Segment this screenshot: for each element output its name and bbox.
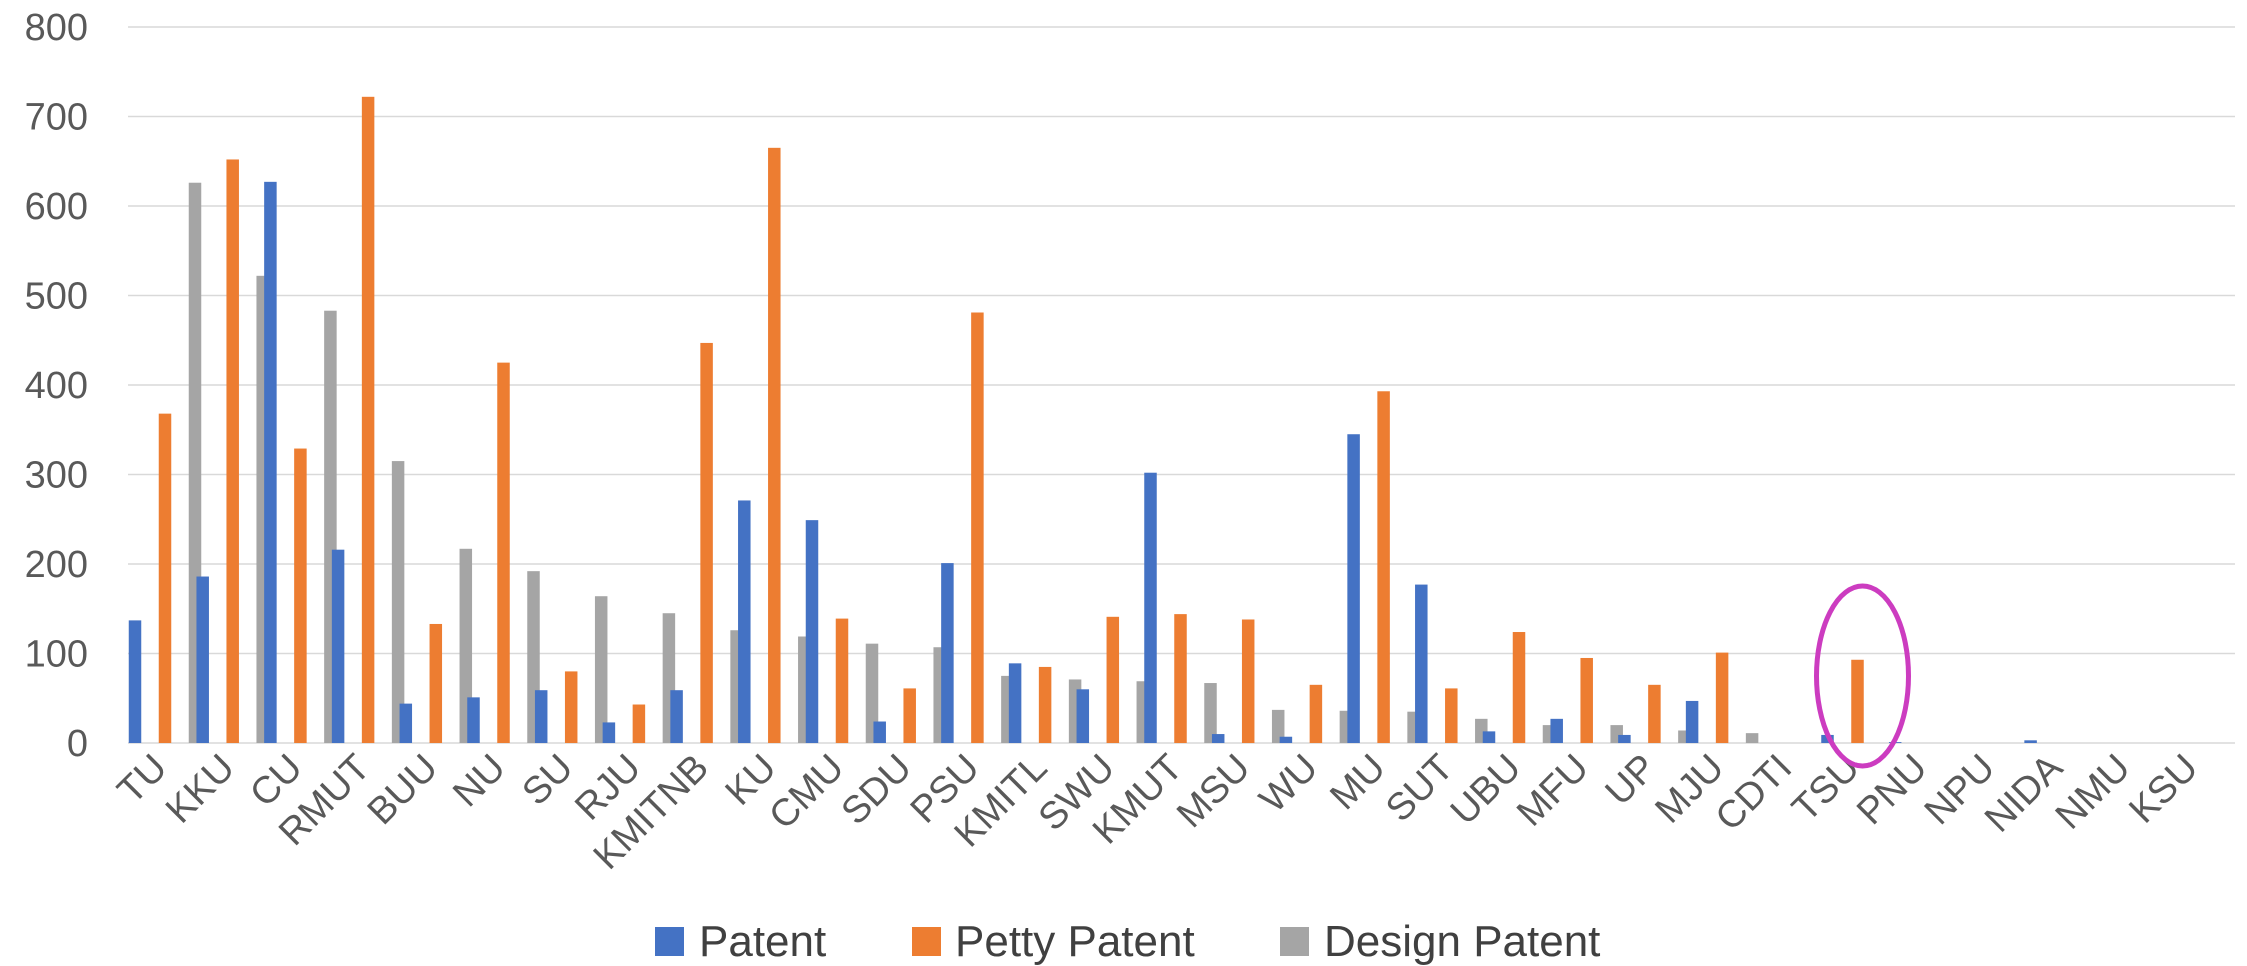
y-tick-label: 400	[25, 365, 88, 407]
y-tick-label: 100	[25, 634, 88, 676]
bar-ubu-petty-patent	[1512, 632, 1526, 743]
bar-su-petty-patent	[564, 671, 578, 743]
bar-cmu-patent	[805, 520, 819, 743]
x-tick-label: NU	[445, 747, 514, 816]
bar-sut-patent	[1415, 584, 1428, 743]
bar-kmitnb-patent	[670, 690, 683, 743]
bar-rmut-petty-patent	[361, 96, 375, 743]
highlight-ellipse	[1814, 583, 1911, 769]
bar-sdu-petty-patent	[903, 688, 916, 743]
legend-label-petty-patent: Petty Patent	[955, 917, 1195, 966]
bar-msu-design-patent	[1271, 709, 1285, 743]
legend-label-patent: Patent	[699, 917, 826, 966]
y-tick-label: 600	[25, 186, 88, 228]
bar-mju-design-patent	[1745, 733, 1759, 743]
bar-ubu-patent	[1482, 731, 1496, 743]
x-tick-label: WU	[1252, 747, 1326, 821]
x-tick-label: NIDA	[1977, 746, 2071, 840]
bar-psu-patent	[941, 563, 954, 743]
x-tick-label: MSU	[1169, 747, 1258, 836]
legend-label-design-patent: Design Patent	[1324, 917, 1600, 966]
bar-su-design-patent	[594, 596, 608, 743]
bar-cu-patent	[264, 181, 277, 743]
x-tick-label: SDU	[834, 747, 920, 833]
bar-kmut-design-patent	[1204, 683, 1217, 743]
x-tick-label: KKU	[158, 747, 243, 832]
bar-buu-design-patent	[459, 548, 473, 743]
legend-swatch-patent	[655, 927, 684, 956]
bar-buu-patent	[399, 703, 413, 743]
y-tick-label: 200	[25, 544, 88, 586]
y-tick-label: 800	[25, 7, 88, 49]
bar-rmut-design-patent	[391, 461, 405, 743]
bar-sdu-patent	[873, 721, 886, 743]
bar-tu-petty-patent	[158, 413, 172, 743]
x-tick-label: PNU	[1849, 747, 1935, 833]
bar-ku-petty-patent	[768, 147, 781, 743]
legend-swatch-petty-patent	[912, 927, 941, 956]
bar-mu-petty-patent	[1377, 391, 1390, 743]
bar-swu-petty-patent	[1106, 616, 1120, 743]
bar-cu-petty-patent	[294, 448, 307, 743]
y-tick-label: 500	[25, 276, 88, 318]
x-tick-label: CDTI	[1708, 747, 1800, 839]
bar-kku-patent	[196, 576, 209, 743]
bar-kmitl-patent	[1008, 663, 1022, 743]
bar-tu-patent	[128, 620, 142, 743]
bar-rju-patent	[602, 722, 616, 743]
annotations	[1814, 583, 1911, 769]
bar-msu-petty-patent	[1241, 619, 1255, 743]
bar-nu-petty-patent	[497, 362, 510, 743]
bar-wu-petty-patent	[1309, 684, 1323, 743]
bar-up-patent	[1618, 734, 1631, 743]
bar-rmut-patent	[331, 549, 345, 743]
bar-kmut-patent	[1144, 472, 1157, 743]
bar-kku-petty-patent	[226, 159, 239, 743]
bar-cmu-design-patent	[865, 643, 879, 743]
x-tick-label: KSU	[2121, 747, 2206, 832]
y-axis-ticks: 0 100 200 300 400 500 600 700 800	[25, 7, 88, 765]
legend-swatch-design-patent	[1280, 927, 1309, 956]
bar-rju-petty-patent	[632, 704, 646, 743]
x-tick-label: BUU	[360, 747, 446, 833]
bar-mu-patent	[1347, 434, 1360, 743]
y-tick-label: 0	[67, 723, 88, 765]
x-tick-label: NMU	[2048, 747, 2139, 838]
bar-msu-patent	[1211, 734, 1225, 743]
bar-mju-petty-patent	[1715, 652, 1729, 743]
bar-nida-patent	[2024, 740, 2037, 743]
bar-swu-patent	[1076, 689, 1090, 743]
bar-tsu-petty-patent	[1851, 659, 1864, 743]
x-tick-label: MFU	[1509, 747, 1597, 835]
x-tick-label: UBU	[1443, 747, 1529, 833]
bar-mfu-petty-patent	[1580, 657, 1593, 743]
bar-cmu-petty-patent	[835, 618, 849, 743]
bars	[128, 96, 2037, 744]
x-tick-label: TSU	[1784, 747, 1867, 830]
legend: Patent Petty Patent Design Patent	[655, 917, 1600, 966]
x-tick-label: CMU	[761, 747, 852, 838]
bar-buu-petty-patent	[429, 623, 443, 743]
bar-wu-patent	[1279, 736, 1293, 743]
bar-psu-petty-patent	[971, 312, 984, 743]
bar-sut-petty-patent	[1445, 688, 1458, 743]
bar-kmitl-petty-patent	[1038, 666, 1052, 743]
y-tick-label: 300	[25, 455, 88, 497]
bar-su-patent	[534, 690, 548, 743]
x-tick-label: SUT	[1378, 747, 1461, 830]
bar-up-petty-patent	[1648, 684, 1661, 743]
y-tick-label: 700	[25, 97, 88, 139]
bar-mju-patent	[1685, 700, 1699, 743]
bar-kmitnb-petty-patent	[700, 342, 713, 743]
bar-kmut-petty-patent	[1174, 614, 1187, 743]
gridlines	[128, 26, 2235, 744]
bar-nu-patent	[467, 697, 480, 743]
x-tick-label: MU	[1322, 747, 1393, 818]
bar-ku-patent	[738, 500, 751, 743]
bar-mfu-patent	[1550, 718, 1563, 743]
